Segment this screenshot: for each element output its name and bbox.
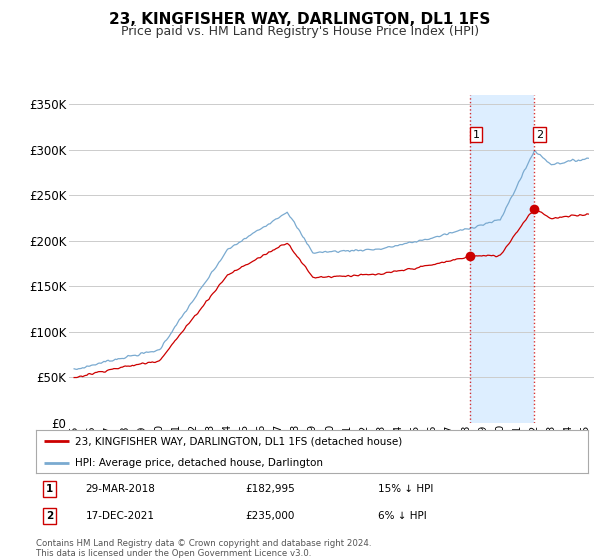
Text: 17-DEC-2021: 17-DEC-2021 (86, 511, 155, 521)
Text: 6% ↓ HPI: 6% ↓ HPI (378, 511, 427, 521)
Text: Price paid vs. HM Land Registry's House Price Index (HPI): Price paid vs. HM Land Registry's House … (121, 25, 479, 38)
Text: Contains HM Land Registry data © Crown copyright and database right 2024.
This d: Contains HM Land Registry data © Crown c… (36, 539, 371, 558)
Text: 29-MAR-2018: 29-MAR-2018 (86, 484, 155, 494)
Text: 15% ↓ HPI: 15% ↓ HPI (378, 484, 434, 494)
Text: £235,000: £235,000 (246, 511, 295, 521)
Text: 23, KINGFISHER WAY, DARLINGTON, DL1 1FS (detached house): 23, KINGFISHER WAY, DARLINGTON, DL1 1FS … (74, 436, 402, 446)
Text: 23, KINGFISHER WAY, DARLINGTON, DL1 1FS: 23, KINGFISHER WAY, DARLINGTON, DL1 1FS (109, 12, 491, 27)
Text: 1: 1 (473, 129, 479, 139)
Text: 1: 1 (46, 484, 53, 494)
Text: HPI: Average price, detached house, Darlington: HPI: Average price, detached house, Darl… (74, 458, 323, 468)
Bar (470, 95, 533, 423)
Text: £182,995: £182,995 (246, 484, 296, 494)
Text: 2: 2 (536, 129, 544, 139)
Text: 2: 2 (46, 511, 53, 521)
